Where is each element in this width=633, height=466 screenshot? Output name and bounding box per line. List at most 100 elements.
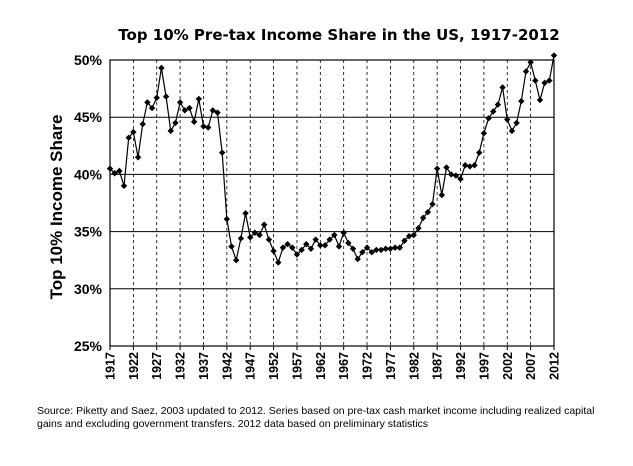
chart-title: Top 10% Pre-tax Income Share in the US, … (118, 26, 559, 44)
data-point-marker (387, 245, 394, 252)
data-point-marker (508, 127, 516, 135)
data-point-marker (447, 171, 455, 178)
data-point-marker (139, 120, 146, 128)
data-point-marker (462, 162, 469, 169)
x-tick-label: 2012 (548, 352, 562, 380)
data-point-marker (181, 107, 188, 114)
x-tick-label: 1987 (431, 352, 445, 380)
data-point-marker (532, 77, 539, 84)
data-point-marker (200, 123, 207, 130)
data-point-marker (452, 172, 460, 179)
x-tick-label: 1972 (361, 352, 375, 380)
data-point-marker (125, 134, 132, 141)
data-point-marker (331, 231, 338, 239)
axes (109, 59, 555, 350)
data-point-marker (162, 93, 170, 100)
data-point-marker (265, 236, 273, 243)
data-point-marker (144, 99, 151, 106)
data-point-marker (130, 128, 137, 136)
x-tick-label: 2002 (501, 352, 515, 380)
x-tick-label: 1967 (337, 352, 351, 380)
data-point-marker (443, 164, 450, 171)
data-point-marker (214, 109, 221, 116)
x-tick-label: 1977 (384, 352, 398, 380)
source-note: Source: Piketty and Saez, 2003 updated t… (37, 405, 595, 430)
plot-frame (109, 59, 555, 347)
y-tick-label: 40% (74, 166, 103, 182)
data-point-marker (317, 242, 324, 249)
data-point-marker (466, 163, 474, 170)
data-point-marker (303, 240, 310, 248)
data-point-marker (186, 104, 193, 112)
data-point-marker (247, 234, 254, 241)
data-point-marker (490, 108, 497, 115)
data-point-marker (321, 242, 329, 249)
data-point-marker (401, 237, 408, 244)
data-point-marker (120, 182, 128, 190)
data-point-marker (307, 245, 315, 252)
data-point-marker (438, 191, 446, 199)
data-point-marker (279, 244, 287, 251)
data-point-marker (228, 243, 235, 250)
y-tick-label: 45% (74, 109, 103, 125)
data-point-marker (326, 236, 333, 243)
data-point-marker (349, 245, 357, 252)
data-point-marker (209, 107, 217, 114)
data-point-marker (368, 248, 375, 256)
data-point-marker (536, 96, 544, 104)
data-point-marker (424, 208, 432, 216)
data-point-marker (148, 104, 156, 112)
data-point-marker (340, 229, 347, 236)
data-point-marker (476, 149, 483, 156)
data-point-marker (232, 257, 240, 264)
data-point-marker (457, 175, 464, 183)
data-point-marker (396, 244, 403, 251)
y-axis-label: Top 10% Income Share (47, 115, 66, 300)
data-point-marker (494, 101, 502, 108)
series-layer (106, 52, 558, 266)
data-point-marker (354, 255, 361, 263)
data-point-marker (504, 116, 511, 123)
data-point-marker (167, 127, 174, 135)
data-point-marker (485, 115, 492, 122)
data-point-marker (359, 248, 366, 256)
data-point-marker (289, 244, 296, 251)
data-point-marker (237, 235, 245, 242)
data-point-marker (176, 99, 184, 106)
data-point-marker (298, 246, 305, 254)
data-point-marker (410, 231, 417, 239)
y-tick-label: 25% (74, 338, 103, 354)
data-point-marker (172, 119, 179, 127)
y-tick-label: 30% (74, 281, 103, 297)
data-point-marker (275, 259, 282, 266)
x-tick-label: 1932 (174, 352, 188, 380)
data-point-marker (382, 245, 389, 252)
data-point-marker (527, 59, 534, 66)
data-point-marker (415, 224, 422, 232)
data-point-marker (312, 236, 319, 243)
x-tick-label: 2007 (524, 352, 538, 380)
data-point-marker (546, 77, 553, 84)
data-point-marker (223, 215, 231, 223)
y-tick-label: 50% (74, 52, 103, 68)
data-point-marker (116, 167, 123, 175)
data-point-marker (158, 64, 165, 72)
data-point-marker (134, 154, 142, 161)
data-point-marker (242, 210, 249, 217)
data-point-marker (541, 79, 548, 87)
x-tick-label: 1952 (267, 352, 281, 380)
x-tick-label: 1947 (244, 352, 258, 380)
data-point-marker (377, 246, 385, 254)
data-point-marker (251, 229, 259, 236)
data-point-marker (261, 221, 268, 228)
grid-lines (110, 59, 554, 346)
x-tick-label: 1922 (127, 352, 141, 380)
data-point-marker (405, 232, 413, 240)
data-point-marker (284, 240, 291, 248)
data-point-marker (293, 251, 301, 258)
y-tick-label: 35% (74, 224, 103, 240)
data-point-marker (391, 244, 399, 251)
data-point-marker (335, 243, 343, 250)
x-tick-label: 1997 (477, 352, 491, 380)
data-point-marker (522, 68, 530, 75)
